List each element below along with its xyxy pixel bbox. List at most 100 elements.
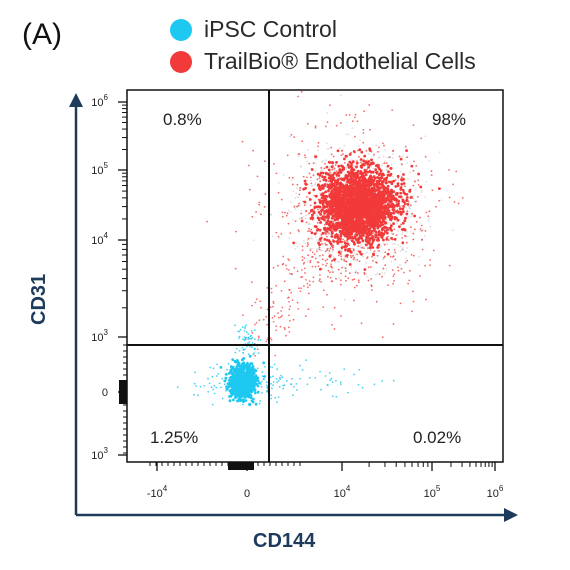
scatter-point-ipsc <box>335 395 338 398</box>
scatter-point-endothelial <box>269 337 272 340</box>
scatter-point-endothelial <box>281 263 284 266</box>
scatter-point-endothelial <box>340 122 342 124</box>
scatter-point-endothelial <box>335 199 339 202</box>
scatter-point-endothelial <box>353 220 356 224</box>
scatter-point-endothelial <box>297 204 300 207</box>
scatter-point-background <box>374 273 377 276</box>
scatter-point-ipsc <box>290 383 292 386</box>
scatter-point-endothelial <box>309 259 312 262</box>
scatter-point-background <box>339 94 342 97</box>
scatter-point-background <box>418 255 421 258</box>
scatter-point-endothelial <box>405 196 409 199</box>
scatter-point-background <box>451 229 454 232</box>
scatter-point-background <box>405 257 407 260</box>
scatter-point-endothelial <box>336 203 339 207</box>
scatter-point-ipsc <box>353 373 355 376</box>
scatter-point-endothelial <box>375 261 377 264</box>
scatter-point-endothelial <box>392 179 396 183</box>
scatter-point-endothelial <box>251 215 254 218</box>
scatter-point-endothelial <box>388 212 392 216</box>
scatter-point-endothelial <box>335 170 338 173</box>
scatter-point-endothelial <box>369 194 372 197</box>
scatter-point-background <box>271 235 274 238</box>
scatter-point-background <box>406 247 408 249</box>
scatter-point-endothelial <box>364 200 368 204</box>
panel-label: (A) <box>22 18 62 51</box>
scatter-point-endothelial <box>383 255 386 258</box>
scatter-point-endothelial <box>352 190 355 193</box>
scatter-point-background <box>277 181 280 184</box>
scatter-point-endothelial <box>390 194 394 198</box>
scatter-point-endothelial <box>405 212 409 216</box>
scatter-point-endothelial <box>381 275 383 278</box>
scatter-point-endothelial <box>340 164 343 168</box>
scatter-point-endothelial <box>328 221 332 224</box>
scatter-point-background <box>351 127 354 129</box>
scatter-point-endothelial <box>327 180 330 183</box>
scatter-point-endothelial <box>360 161 362 164</box>
scatter-point-endothelial <box>395 217 398 220</box>
scatter-point-endothelial <box>386 252 390 256</box>
scatter-point-endothelial <box>319 237 322 241</box>
scatter-point-background <box>390 163 393 166</box>
scatter-point-ipsc <box>223 379 227 383</box>
scatter-point-endothelial <box>412 184 415 187</box>
scatter-point-endothelial <box>354 116 356 119</box>
scatter-point-endothelial <box>296 205 299 208</box>
scatter-point-endothelial <box>265 340 268 343</box>
scatter-point-background <box>367 152 370 155</box>
scatter-point-endothelial <box>378 146 380 149</box>
scatter-point-endothelial <box>345 253 349 257</box>
scatter-point-endothelial <box>353 257 356 259</box>
scatter-point-ipsc <box>328 372 331 374</box>
scatter-point-endothelial <box>367 165 370 169</box>
scatter-point-ipsc <box>251 400 255 404</box>
scatter-point-background <box>378 156 381 159</box>
scatter-point-background <box>381 164 383 167</box>
scatter-point-endothelial <box>420 137 423 140</box>
scatter-point-endothelial <box>352 180 355 184</box>
scatter-point-endothelial <box>356 259 359 261</box>
scatter-point-background <box>386 156 389 159</box>
scatter-point-background <box>338 249 341 252</box>
scatter-point-ipsc <box>269 376 272 379</box>
scatter-point-endothelial <box>349 213 353 216</box>
scatter-point-endothelial <box>373 192 377 196</box>
scatter-point-endothelial <box>377 211 381 215</box>
scatter-point-endothelial <box>289 272 291 275</box>
scatter-point-ipsc <box>253 352 255 354</box>
scatter-point-endothelial <box>394 198 398 202</box>
scatter-point-endothelial <box>355 193 359 196</box>
scatter-point-background <box>363 243 366 246</box>
scatter-point-endothelial <box>376 246 380 249</box>
scatter-point-endothelial <box>235 230 238 233</box>
scatter-point-endothelial <box>377 220 380 223</box>
scatter-point-ipsc <box>213 392 216 395</box>
scatter-point-endothelial <box>328 232 330 235</box>
scatter-point-endothelial <box>348 201 352 205</box>
scatter-point-endothelial <box>273 315 276 318</box>
scatter-point-endothelial <box>300 276 302 279</box>
scatter-point-endothelial <box>317 145 320 148</box>
scatter-point-endothelial <box>345 279 347 282</box>
scatter-point-endothelial <box>328 255 332 258</box>
scatter-point-endothelial <box>286 154 289 157</box>
scatter-point-endothelial <box>334 218 338 222</box>
scatter-point-endothelial <box>306 122 309 125</box>
scatter-point-ipsc <box>238 335 241 338</box>
scatter-point-endothelial <box>337 207 341 211</box>
scatter-point-endothelial <box>333 226 337 230</box>
scatter-point-endothelial <box>331 161 334 165</box>
scatter-point-endothelial <box>453 201 456 203</box>
scatter-point-endothelial <box>363 268 367 271</box>
scatter-point-endothelial <box>362 224 365 228</box>
scatter-point-endothelial <box>361 178 364 182</box>
scatter-point-endothelial <box>328 204 332 208</box>
scatter-point-endothelial <box>340 226 344 230</box>
scatter-point-endothelial <box>319 180 322 183</box>
scatter-point-background <box>297 155 300 158</box>
scatter-point-endothelial <box>270 287 273 290</box>
scatter-point-endothelial <box>275 329 278 332</box>
scatter-point-endothelial <box>360 252 363 256</box>
scatter-point-endothelial <box>360 237 364 240</box>
